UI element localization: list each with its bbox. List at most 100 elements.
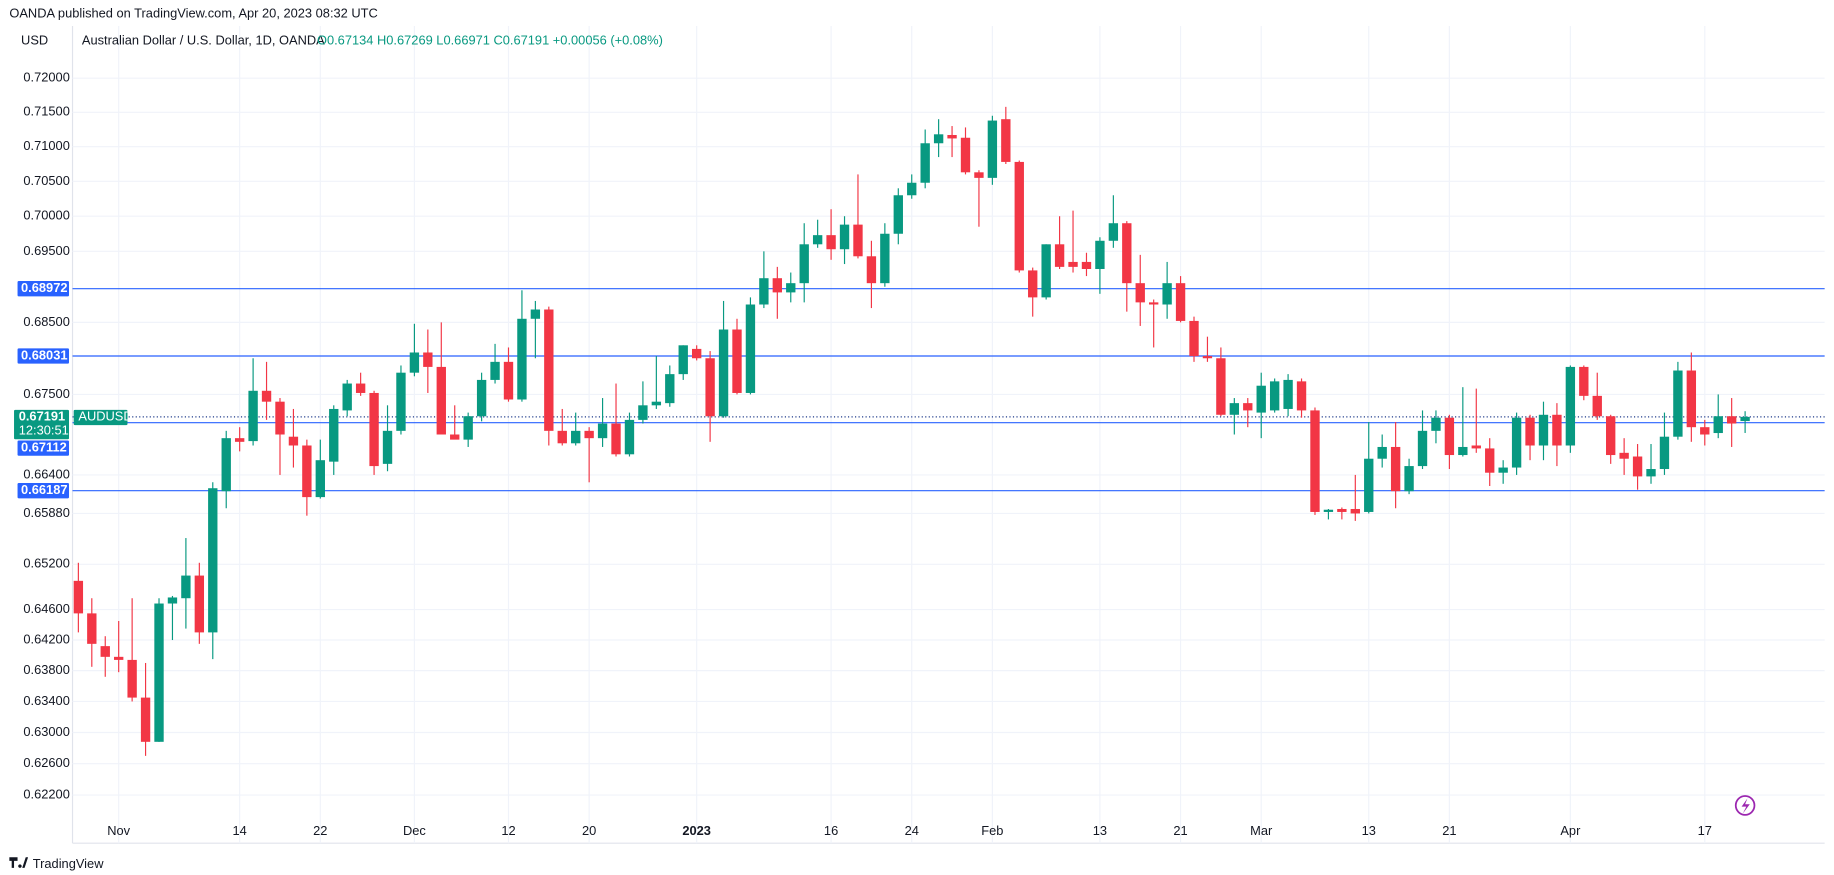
candle-body bbox=[355, 383, 366, 393]
candle-body bbox=[530, 309, 541, 319]
candle-body bbox=[221, 438, 231, 492]
x-tick-label: 20 bbox=[582, 823, 596, 838]
candle-body bbox=[557, 430, 567, 444]
candle-body bbox=[409, 352, 420, 373]
y-tick-label: 0.71500 bbox=[23, 104, 69, 119]
candle-body bbox=[1417, 430, 1428, 467]
y-tick-label: 0.67500 bbox=[23, 386, 69, 401]
candle-body bbox=[73, 580, 84, 614]
candle-body bbox=[329, 408, 339, 462]
y-tick-label: 0.62600 bbox=[23, 755, 69, 770]
y-tick-label: 0.68500 bbox=[23, 314, 69, 329]
y-tick-label: 0.62200 bbox=[23, 786, 69, 801]
candle-body bbox=[1256, 385, 1266, 413]
candle-body bbox=[1054, 244, 1065, 267]
x-tick-label: 14 bbox=[233, 823, 247, 838]
candle-body bbox=[154, 603, 164, 742]
candle-body bbox=[866, 256, 877, 284]
candle-body bbox=[490, 361, 500, 380]
candle-body bbox=[1404, 466, 1414, 492]
candles bbox=[73, 106, 1750, 756]
candle-body bbox=[1552, 414, 1562, 446]
y-tick-label: 0.63800 bbox=[23, 662, 69, 677]
candle-body bbox=[678, 345, 688, 375]
y-tick-label: 0.63400 bbox=[23, 693, 69, 708]
x-tick-label: Feb bbox=[981, 823, 1003, 838]
candle-body bbox=[1740, 416, 1750, 422]
level-label: 0.68972 bbox=[21, 280, 67, 295]
candle-body bbox=[450, 434, 460, 440]
currency: USD bbox=[21, 33, 48, 48]
candle-body bbox=[826, 235, 836, 250]
candle-body bbox=[1673, 370, 1683, 437]
candle-body bbox=[275, 401, 285, 435]
x-tick-label: Apr bbox=[1560, 823, 1581, 838]
candle-body bbox=[1606, 416, 1616, 456]
level-label-box bbox=[17, 281, 70, 297]
tradingview-logo[interactable]: TradingView bbox=[9, 856, 104, 871]
candle-body bbox=[839, 224, 850, 250]
candle-body bbox=[907, 182, 917, 196]
grid bbox=[71, 25, 1825, 844]
candle-body bbox=[1095, 240, 1105, 269]
candle-body bbox=[544, 309, 554, 431]
candle-body bbox=[261, 390, 272, 402]
candle-body bbox=[611, 423, 621, 455]
candle-body bbox=[597, 423, 608, 439]
y-tick-label: 0.72000 bbox=[23, 70, 69, 85]
y-tick-label: 0.66400 bbox=[23, 466, 69, 481]
candle-body bbox=[812, 235, 823, 245]
labels: 0.72000 0.71500 0.71000 0.70500 0.70000 0.695… bbox=[14, 70, 1712, 838]
x-tick-label: 16 bbox=[824, 823, 838, 838]
y-tick-label: 0.65200 bbox=[23, 556, 69, 571]
candle-body bbox=[933, 134, 944, 144]
candle-body bbox=[234, 438, 245, 442]
candle-body bbox=[1458, 446, 1468, 456]
x-tick-label: 17 bbox=[1698, 823, 1712, 838]
candle-body bbox=[1135, 283, 1145, 303]
candle-body bbox=[1001, 119, 1011, 162]
candle-body bbox=[1686, 370, 1697, 428]
candle-body bbox=[960, 137, 971, 173]
lightning-icon[interactable] bbox=[1734, 795, 1756, 816]
y-tick-label: 0.70500 bbox=[23, 173, 69, 188]
candle-body bbox=[1323, 509, 1334, 512]
candle-body bbox=[1296, 381, 1307, 411]
x-tick-label: 13 bbox=[1362, 823, 1376, 838]
candle-body bbox=[1632, 456, 1643, 477]
candle-body bbox=[100, 646, 110, 657]
x-tick-label: 21 bbox=[1173, 823, 1187, 838]
y-tick-label: 0.65880 bbox=[23, 505, 69, 520]
candle-body bbox=[1028, 270, 1038, 298]
candle-body bbox=[1149, 302, 1159, 305]
candle-body bbox=[786, 283, 796, 293]
y-tick-label: 0.64200 bbox=[23, 631, 69, 646]
candle-body bbox=[423, 352, 433, 367]
prev-close-box bbox=[17, 440, 70, 456]
candle-body bbox=[127, 659, 137, 698]
candle-body bbox=[248, 390, 258, 442]
candle-body bbox=[1350, 508, 1360, 514]
candle-body bbox=[1646, 469, 1656, 477]
candle-body bbox=[87, 613, 97, 644]
candle-body bbox=[1014, 161, 1024, 271]
candle-body bbox=[745, 304, 756, 393]
candle-body bbox=[1364, 458, 1374, 512]
x-tick-label: 24 bbox=[905, 823, 919, 838]
candle-body bbox=[1579, 366, 1589, 396]
candle-body bbox=[1471, 445, 1481, 449]
candle-body bbox=[880, 233, 890, 284]
candle-body bbox=[302, 445, 312, 498]
candle-body bbox=[1216, 358, 1226, 415]
candle-body bbox=[1283, 379, 1293, 409]
candle-body bbox=[1525, 417, 1535, 446]
candle-body bbox=[1592, 395, 1602, 417]
candle-body bbox=[691, 348, 702, 359]
candle-body bbox=[718, 329, 729, 417]
candle-body bbox=[1431, 417, 1441, 431]
candle-body bbox=[1068, 261, 1078, 267]
candle-body bbox=[893, 195, 903, 234]
candle-body bbox=[1538, 414, 1549, 446]
candle-body bbox=[651, 401, 662, 406]
